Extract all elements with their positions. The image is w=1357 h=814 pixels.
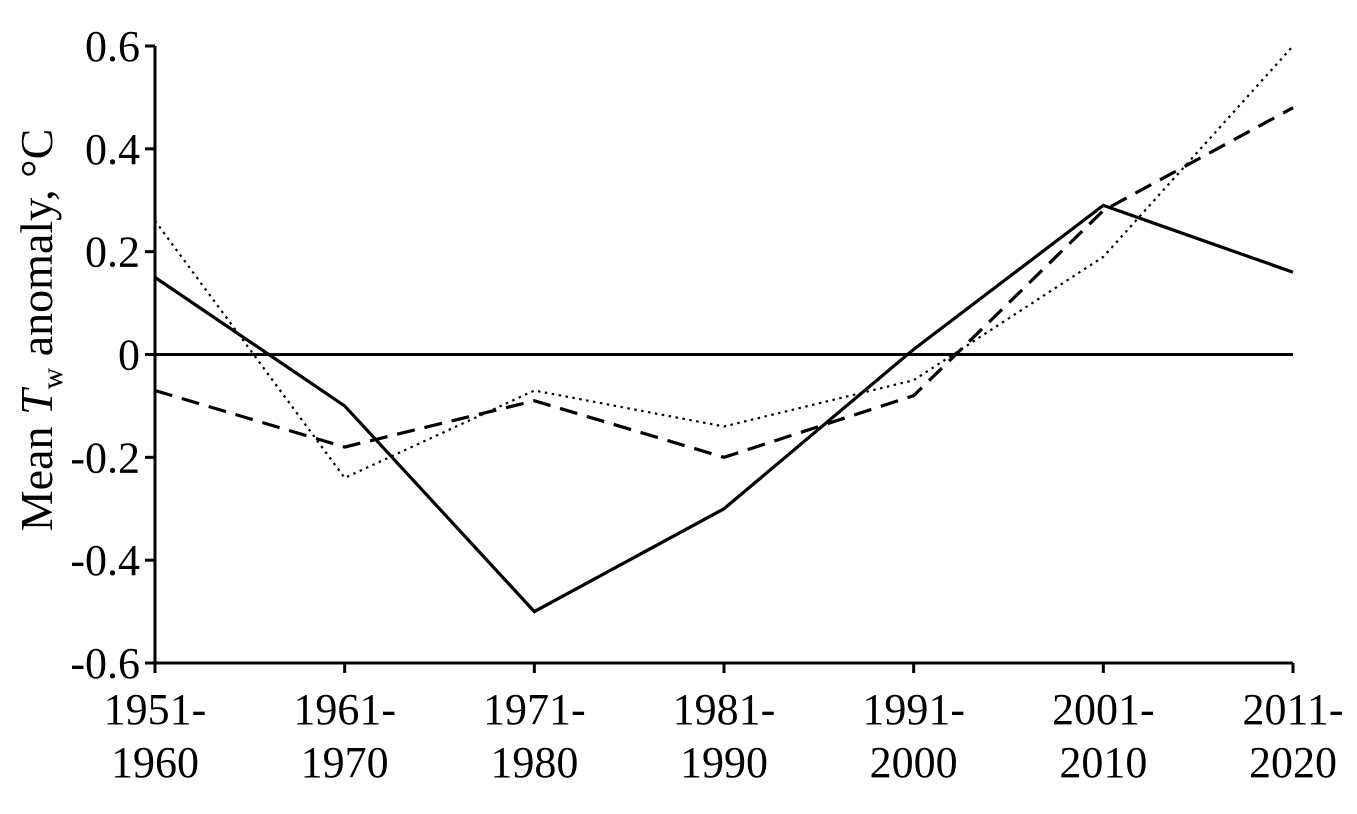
- x-tick-label-line2: 2010: [1059, 738, 1147, 787]
- x-tick-label-line2: 1980: [490, 738, 578, 787]
- y-axis-label-prefix: Mean: [11, 415, 62, 531]
- y-axis-label-symbol: T: [11, 386, 62, 415]
- axes: [153, 46, 1293, 671]
- x-tick-label-line2: 2020: [1249, 738, 1337, 787]
- x-tick-label-line2: 2000: [870, 738, 958, 787]
- x-ticks: 1951-1960 1961-1970 1971-1980 1981-1990 1991…: [104, 663, 1344, 787]
- x-tick-label: 2011-2020: [1242, 685, 1343, 787]
- x-tick-label-line2: 1990: [680, 738, 768, 787]
- y-axis-label-subscript: w: [36, 367, 69, 389]
- series-line-solid: [154, 203, 1294, 614]
- y-tick-label: 0.6: [85, 22, 140, 71]
- series-group: [154, 45, 1294, 614]
- x-tick-label-line1: 2001-: [1052, 685, 1155, 734]
- x-tick-label: 1991-2000: [862, 685, 965, 787]
- y-tick-label: -0.4: [70, 536, 140, 585]
- x-tick-label-line2: 1970: [301, 738, 389, 787]
- y-tick-label: 0: [118, 331, 140, 380]
- x-tick-label: 2001-2010: [1052, 685, 1155, 787]
- x-tick-label: 1971-1980: [483, 685, 586, 787]
- x-tick-label-line1: 1961-: [293, 685, 396, 734]
- series-line-dotted: [154, 45, 1294, 480]
- y-tick-label: 0.4: [85, 125, 140, 174]
- series-line-dashed: [154, 106, 1294, 460]
- y-tick-label: -0.6: [70, 639, 140, 688]
- x-tick-label-line1: 2011-: [1242, 685, 1343, 734]
- x-tick-label: 1951-1960: [104, 685, 207, 787]
- x-tick-label-line1: 1951-: [104, 685, 207, 734]
- y-axis-label-suffix: anomaly, °C: [11, 129, 62, 368]
- x-tick-label-line2: 1960: [111, 738, 199, 787]
- x-tick-label: 1981-1990: [673, 685, 776, 787]
- x-tick-label: 1961-1970: [293, 685, 396, 787]
- y-tick-label: 0.2: [85, 228, 140, 277]
- y-tick-label: -0.2: [70, 433, 140, 482]
- x-tick-label-line1: 1981-: [673, 685, 776, 734]
- y-ticks: 0.6 0.4 0.2 0 -0.2 -0.4 -0.6: [70, 22, 155, 688]
- x-tick-label-line1: 1971-: [483, 685, 586, 734]
- y-axis-label: Mean Tw anomaly, °C: [11, 129, 69, 532]
- x-tick-label-line1: 1991-: [862, 685, 965, 734]
